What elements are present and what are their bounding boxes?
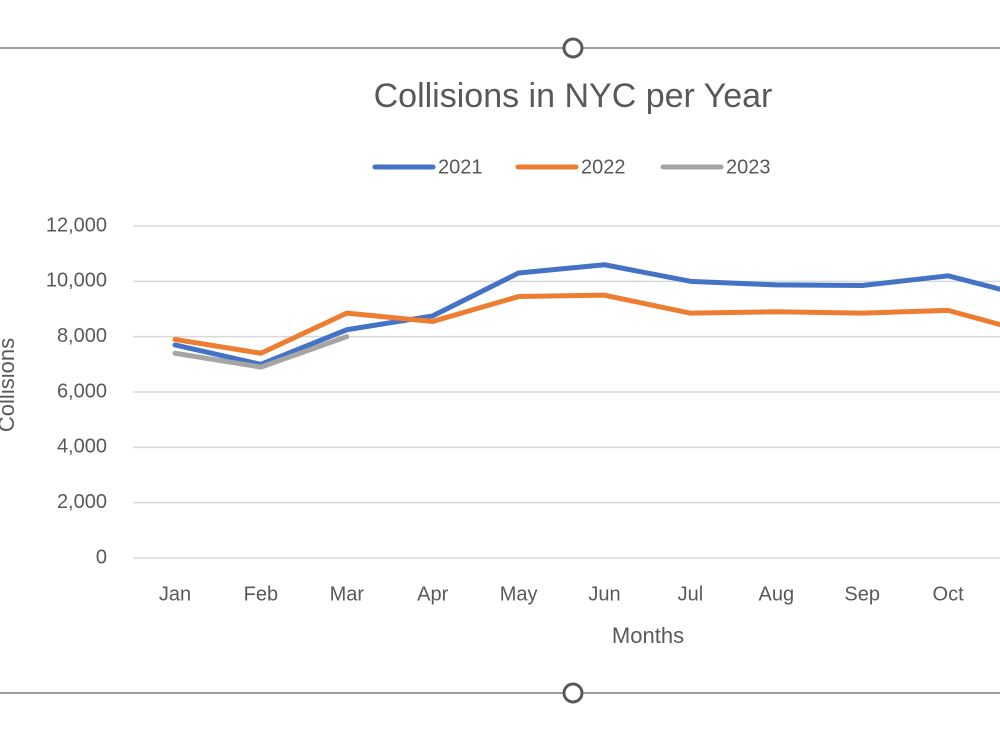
x-tick-label: May [500,583,538,605]
x-axis-label: Months [612,623,684,648]
x-tick-label: Jul [678,583,704,605]
x-tick-label: Jun [588,583,620,605]
x-tick-label: Apr [417,583,448,605]
chart-title: Collisions in NYC per Year [374,77,773,115]
series-line [172,262,1000,367]
y-axis-label: Collisions [0,338,19,432]
y-tick-label: 6,000 [57,380,107,402]
x-tick-label: Oct [933,583,965,605]
x-tick-label: Feb [244,583,278,605]
x-tick-label: Jan [159,583,191,605]
legend-label: 2022 [581,156,626,178]
x-tick-label: Sep [844,583,880,605]
series-line [172,334,350,370]
legend-label: 2021 [438,156,483,178]
x-tick-label: Aug [759,583,795,605]
resize-handle[interactable] [562,682,584,704]
y-tick-label: 4,000 [57,436,107,458]
resize-handle[interactable] [562,37,584,59]
series-line [172,292,1000,356]
y-tick-label: 0 [96,546,107,568]
y-tick-label: 8,000 [57,325,107,347]
x-tick-label: Mar [330,583,365,605]
y-tick-label: 10,000 [46,270,107,292]
legend-label: 2023 [726,156,771,178]
y-tick-label: 2,000 [57,491,107,513]
y-tick-label: 12,000 [46,214,107,236]
